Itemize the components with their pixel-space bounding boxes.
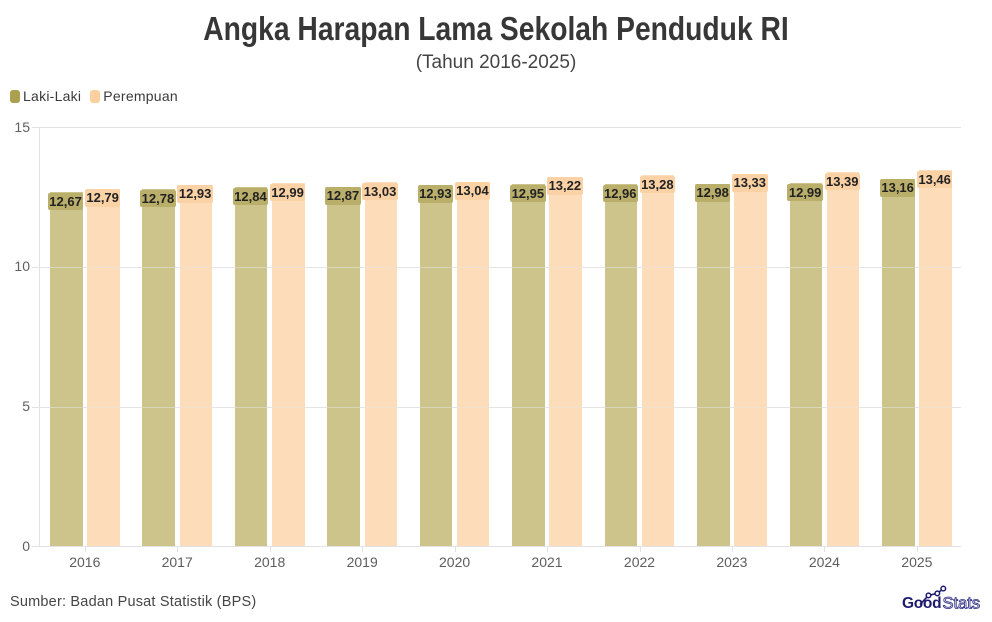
svg-text:Stats: Stats: [943, 595, 981, 613]
